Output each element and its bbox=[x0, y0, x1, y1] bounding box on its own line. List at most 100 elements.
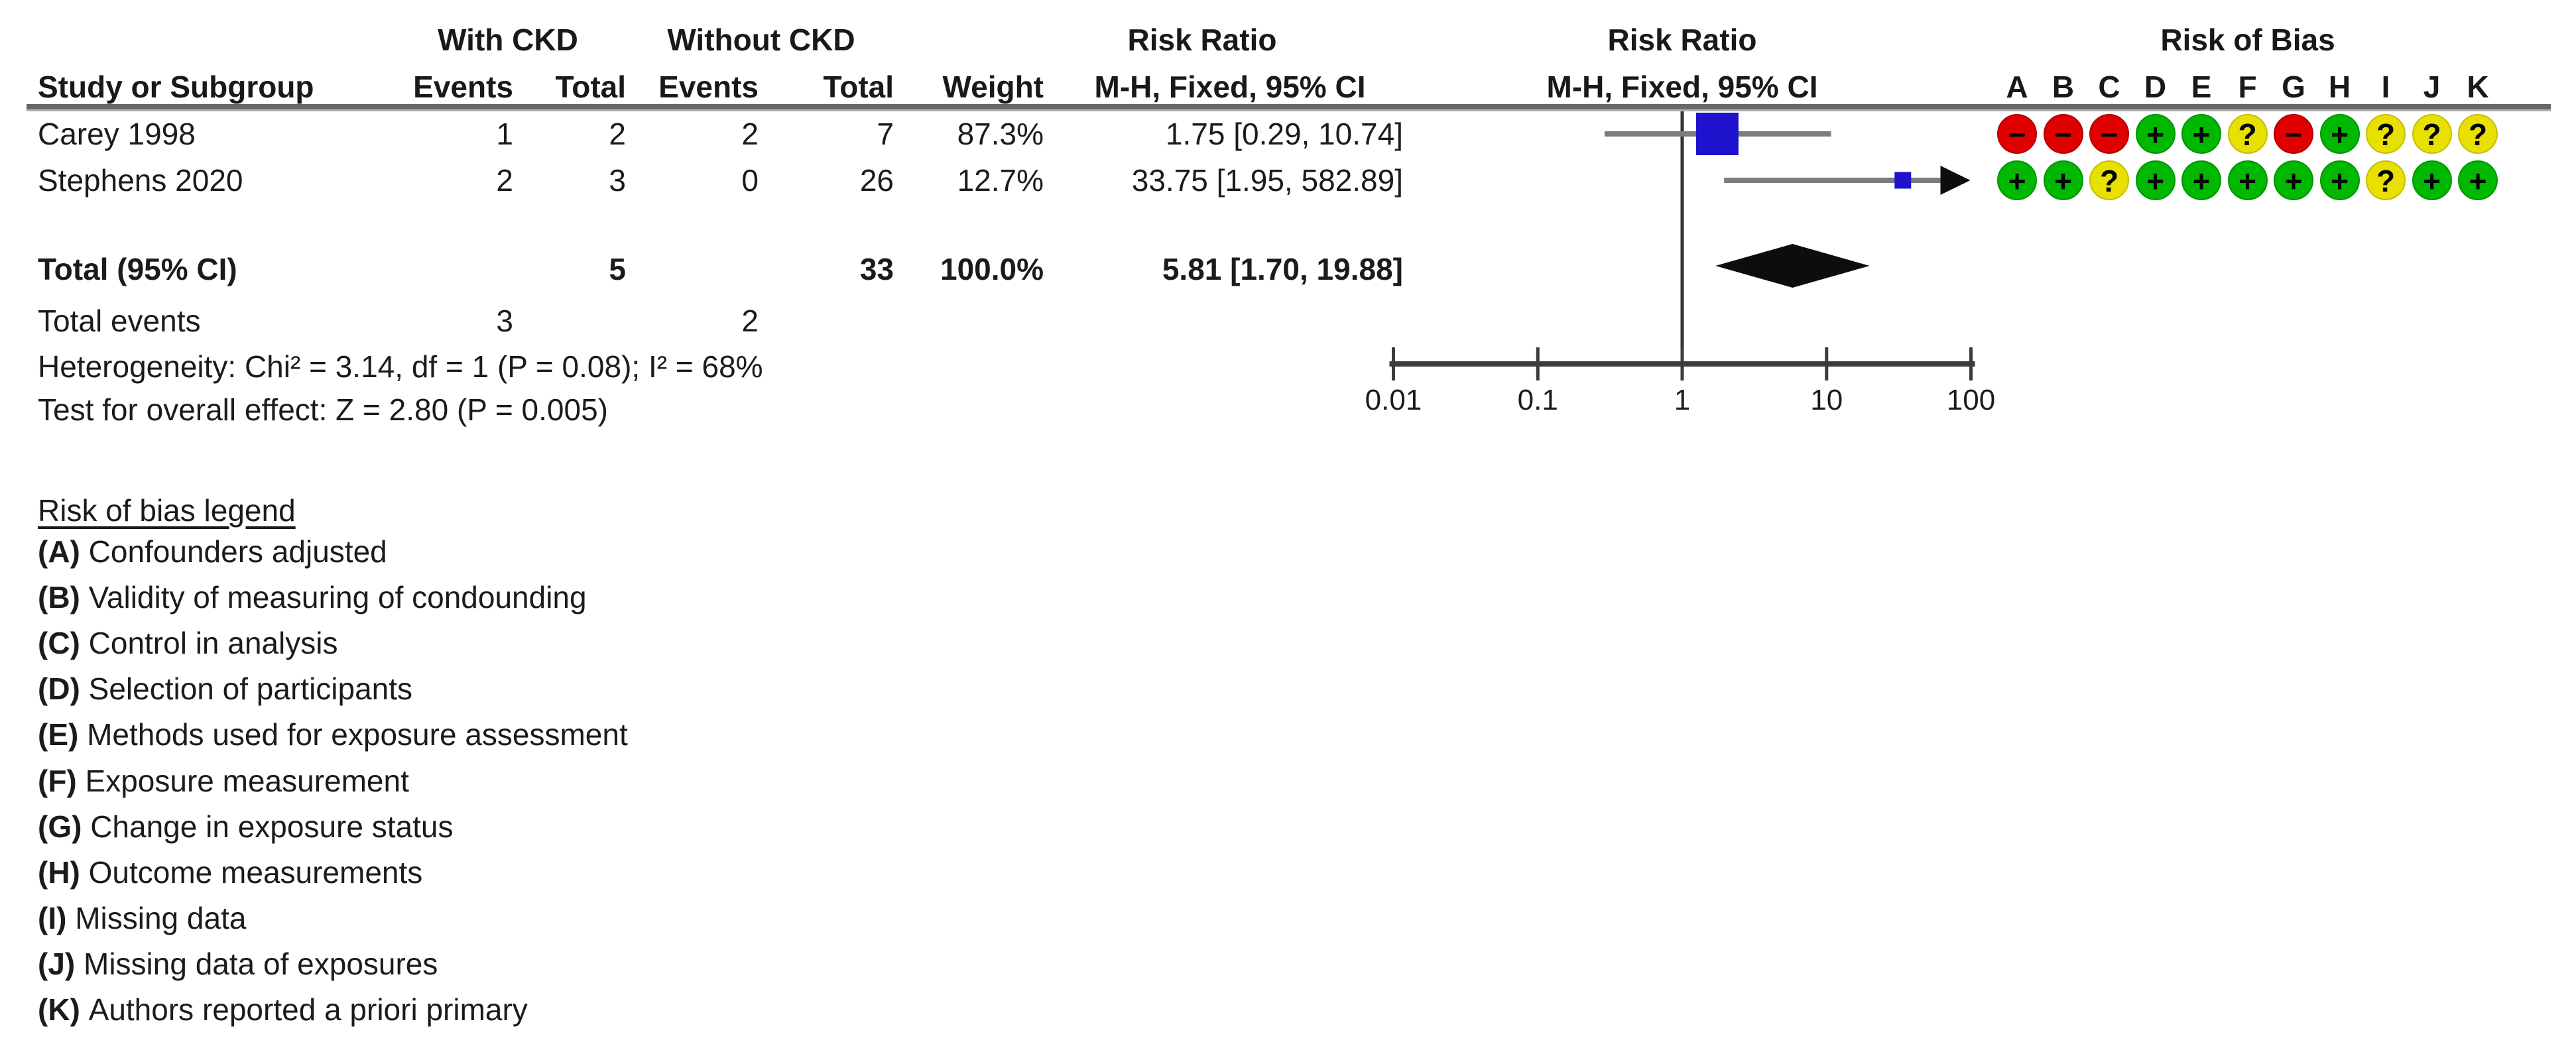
rob-column-letter: A bbox=[2006, 70, 2028, 104]
rob-column-letter: E bbox=[2191, 70, 2212, 104]
total-events-events1: 3 bbox=[496, 304, 513, 338]
col-header-total1: Total bbox=[555, 70, 626, 104]
rob-legend-item-key: (K) bbox=[38, 992, 89, 1027]
rob-column-letter: H bbox=[2328, 70, 2351, 104]
risk-ratio-plot-header: Risk Ratio bbox=[1607, 23, 1757, 57]
col-header-method-plot: M-H, Fixed, 95% CI bbox=[1546, 70, 1818, 104]
total-events-label: Total events bbox=[38, 304, 201, 338]
col-header-weight: Weight bbox=[942, 70, 1044, 104]
rob-legend-item-text: Missing data of exposures bbox=[84, 947, 438, 981]
rob-legend-item-key: (J) bbox=[38, 947, 84, 981]
total-total2: 33 bbox=[859, 252, 894, 286]
total-weight: 100.0% bbox=[940, 252, 1044, 286]
rob-plus-icon: + bbox=[2227, 160, 2268, 200]
study-label: Stephens 2020 bbox=[38, 163, 243, 198]
col-header-events1: Events bbox=[413, 70, 513, 104]
rob-legend-item-key: (E) bbox=[38, 717, 88, 752]
rob-legend-item-key: (G) bbox=[38, 809, 91, 844]
header-divider-line bbox=[27, 104, 2551, 111]
total-risk-ratio: 5.81 [1.70, 19.88] bbox=[1162, 252, 1403, 286]
axis-tick-label: 10 bbox=[1810, 384, 1843, 416]
study-total2: 26 bbox=[859, 163, 894, 198]
rob-minus-icon: − bbox=[1997, 114, 2037, 154]
study-weight: 87.3% bbox=[957, 117, 1044, 151]
axis-tick-label: 1 bbox=[1674, 384, 1690, 416]
rob-legend-item-text: Methods used for exposure assessment bbox=[87, 717, 628, 752]
rob-plus-icon: + bbox=[2181, 160, 2221, 200]
total-events-events2: 2 bbox=[741, 304, 759, 338]
rob-legend-item-text: Control in analysis bbox=[88, 626, 338, 660]
rob-plus-icon: + bbox=[2135, 114, 2176, 154]
group-header-without-ckd: Without CKD bbox=[667, 23, 855, 57]
study-risk-ratio: 1.75 [0.29, 10.74] bbox=[1165, 117, 1403, 151]
rob-unclear-icon: ? bbox=[2366, 160, 2406, 200]
axis-tick-label: 0.1 bbox=[1518, 384, 1558, 416]
rob-legend-item-key: (C) bbox=[38, 626, 89, 660]
study-total1: 2 bbox=[609, 117, 626, 151]
rob-plus-icon: + bbox=[2135, 160, 2176, 200]
rob-unclear-icon: ? bbox=[2366, 114, 2406, 154]
rob-column-letter: B bbox=[2052, 70, 2075, 104]
study-events1: 2 bbox=[496, 163, 513, 198]
group-header-with-ckd: With CKD bbox=[438, 23, 578, 57]
rob-column-letter: G bbox=[2282, 70, 2305, 104]
study-label: Carey 1998 bbox=[38, 117, 196, 151]
rob-column-letter: I bbox=[2381, 70, 2390, 104]
rob-minus-icon: − bbox=[2043, 114, 2083, 154]
rob-legend-item: (F) Exposure measurement bbox=[38, 762, 409, 799]
study-weight: 12.7% bbox=[957, 163, 1044, 198]
effect-square bbox=[1695, 113, 1739, 155]
axis-tick-label: 100 bbox=[1947, 384, 1995, 416]
overall-effect-text: Test for overall effect: Z = 2.80 (P = 0… bbox=[38, 392, 608, 427]
rob-plus-icon: + bbox=[2181, 114, 2221, 154]
rob-legend-item: (H) Outcome measurements bbox=[38, 854, 422, 891]
rob-legend-title: Risk of bias legend bbox=[38, 493, 296, 528]
rob-unclear-icon: ? bbox=[2089, 160, 2129, 200]
rob-legend-item: (A) Confounders adjusted bbox=[38, 533, 387, 570]
heterogeneity-text: Heterogeneity: Chi² = 3.14, df = 1 (P = … bbox=[38, 349, 763, 384]
col-header-total2: Total bbox=[823, 70, 894, 104]
rob-legend-item: (G) Change in exposure status bbox=[38, 808, 453, 845]
col-header-events2: Events bbox=[658, 70, 759, 104]
rob-legend-item-text: Outcome measurements bbox=[88, 855, 423, 890]
rob-plus-icon: + bbox=[2412, 160, 2452, 200]
rob-plus-icon: + bbox=[2458, 160, 2498, 200]
rob-legend-item-text: Exposure measurement bbox=[85, 764, 409, 798]
rob-plus-icon: + bbox=[1997, 160, 2037, 200]
risk-of-bias-header: Risk of Bias bbox=[2160, 23, 2335, 57]
rob-legend-item-key: (D) bbox=[38, 672, 89, 706]
total-total1: 5 bbox=[609, 252, 626, 286]
summary-diamond bbox=[1715, 244, 1870, 288]
rob-column-letter: C bbox=[2098, 70, 2120, 104]
effect-square bbox=[1894, 172, 1912, 189]
rob-legend-item: (J) Missing data of exposures bbox=[38, 945, 438, 982]
risk-ratio-text-header: Risk Ratio bbox=[1127, 23, 1277, 57]
rob-legend-item-key: (H) bbox=[38, 855, 89, 890]
rob-legend-item: (D) Selection of participants bbox=[38, 670, 412, 707]
rob-legend-item: (I) Missing data bbox=[38, 900, 246, 937]
rob-legend-item-text: Selection of participants bbox=[88, 672, 413, 706]
rob-legend-item-key: (B) bbox=[38, 580, 89, 614]
rob-unclear-icon: ? bbox=[2227, 114, 2268, 154]
rob-legend-item-key: (I) bbox=[38, 901, 76, 935]
rob-unclear-icon: ? bbox=[2458, 114, 2498, 154]
rob-plus-icon: + bbox=[2274, 160, 2313, 200]
study-events2: 2 bbox=[741, 117, 759, 151]
rob-minus-icon: − bbox=[2089, 114, 2129, 154]
rob-column-letter: J bbox=[2423, 70, 2441, 104]
study-events1: 1 bbox=[496, 117, 513, 151]
ci-arrow-right bbox=[1940, 166, 1971, 195]
study-events2: 0 bbox=[741, 163, 759, 198]
rob-legend-item-key: (F) bbox=[38, 764, 86, 798]
rob-legend-item-key: (A) bbox=[38, 534, 89, 569]
rob-column-letter: D bbox=[2144, 70, 2167, 104]
rob-legend-item-text: Missing data bbox=[75, 901, 247, 935]
rob-legend-item: (B) Validity of measuring of condounding bbox=[38, 579, 587, 616]
study-risk-ratio: 33.75 [1.95, 582.89] bbox=[1131, 163, 1403, 198]
rob-column-letter: F bbox=[2238, 70, 2257, 104]
axis-tick-label: 0.01 bbox=[1365, 384, 1422, 416]
rob-plus-icon: + bbox=[2043, 160, 2083, 200]
rob-plus-icon: + bbox=[2319, 114, 2360, 154]
